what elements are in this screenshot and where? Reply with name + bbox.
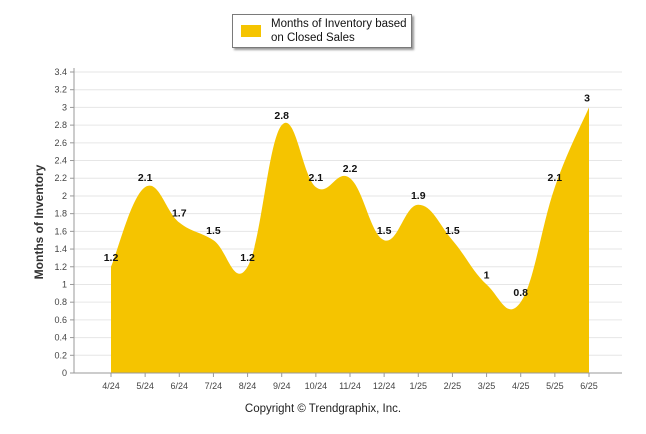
y-tick-label-14: 2.8 [54, 120, 67, 130]
x-tick-label-6: 10/24 [305, 381, 328, 391]
area-series-fill [111, 107, 589, 373]
y-tick-label-0: 0 [62, 368, 67, 378]
data-label-6: 2.1 [309, 172, 324, 184]
y-tick-label-11: 2.2 [54, 173, 67, 183]
axes [73, 68, 622, 374]
x-tick-label-0: 4/24 [102, 381, 120, 391]
data-labels: 1.2 2.1 1.7 1.5 1.2 2.8 2.1 2.2 1.5 1.9 1.5 1 0.8 2.1… [104, 92, 590, 299]
y-tick-label-12: 2.4 [54, 156, 67, 166]
y-tick-label-1: 0.2 [54, 350, 67, 360]
x-tick-label-2: 6/24 [171, 381, 189, 391]
legend-label-line2: on Closed Sales [271, 32, 355, 44]
x-tick-label-11: 3/25 [478, 381, 496, 391]
y-tick-label-8: 1.6 [54, 226, 67, 236]
data-label-3: 1.5 [206, 225, 221, 237]
x-tick-label-4: 8/24 [239, 381, 257, 391]
data-area [111, 107, 589, 373]
data-label-1: 2.1 [138, 172, 153, 184]
data-label-4: 1.2 [240, 252, 255, 264]
x-tick-label-8: 12/24 [373, 381, 396, 391]
legend-swatch [241, 25, 261, 37]
data-label-5: 2.8 [274, 110, 289, 122]
y-tick-label-2: 0.4 [54, 333, 67, 343]
x-tick-label-3: 7/24 [205, 381, 223, 391]
y-axis-ticks: 0 0.2 0.4 0.6 0.8 1 1.2 1.4 1.6 1.8 2 2.2 2.4 2.6 2.8 3… [54, 67, 74, 378]
y-tick-label-15: 3 [62, 102, 67, 112]
x-axis-ticks: 4/24 5/24 6/24 7/24 8/24 9/24 10/24 11/24 12/24 1… [102, 373, 598, 391]
y-tick-label-7: 1.4 [54, 244, 67, 254]
data-label-7: 2.2 [343, 163, 358, 175]
legend-label: Months of Inventory based on Closed Sale… [271, 17, 411, 45]
copyright-text: Copyright © Trendgraphix, Inc. [244, 403, 402, 415]
y-tick-label-9: 1.8 [54, 209, 67, 219]
data-label-10: 1.5 [445, 225, 460, 237]
x-tick-label-5: 9/24 [273, 381, 291, 391]
x-tick-label-1: 5/24 [136, 381, 154, 391]
data-label-8: 1.5 [377, 225, 392, 237]
data-label-13: 2.1 [548, 172, 563, 184]
y-tick-label-16: 3.2 [54, 85, 67, 95]
y-tick-label-13: 2.6 [54, 138, 67, 148]
x-tick-label-9: 1/25 [410, 381, 428, 391]
legend: Months of Inventory based on Closed Sale… [232, 14, 412, 48]
x-tick-label-12: 4/25 [512, 381, 530, 391]
data-label-11: 1 [484, 269, 490, 281]
y-tick-label-17: 3.4 [54, 67, 67, 77]
x-tick-label-13: 5/25 [546, 381, 564, 391]
x-tick-label-7: 11/24 [339, 381, 361, 391]
data-label-14: 3 [584, 92, 590, 104]
y-tick-label-4: 0.8 [54, 297, 67, 307]
y-tick-label-3: 0.6 [54, 315, 67, 325]
y-tick-label-6: 1.2 [54, 262, 67, 272]
x-tick-label-10: 2/25 [444, 381, 462, 391]
y-tick-label-10: 2 [62, 191, 67, 201]
y-axis-label: Months of Inventory [32, 164, 46, 279]
x-tick-label-14: 6/25 [580, 381, 598, 391]
data-label-12: 0.8 [513, 287, 528, 299]
y-tick-label-5: 1 [62, 279, 67, 289]
data-label-2: 1.7 [172, 208, 187, 220]
data-label-0: 1.2 [104, 252, 119, 264]
legend-label-line1: Months of Inventory based [271, 18, 407, 30]
data-label-9: 1.9 [411, 190, 426, 202]
